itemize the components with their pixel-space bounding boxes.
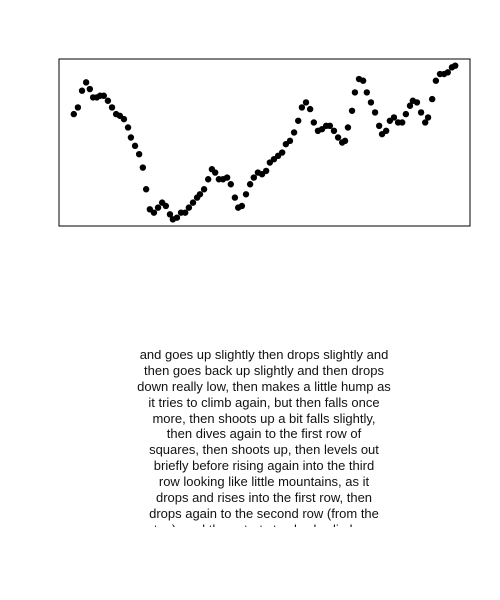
point — [363, 89, 371, 96]
point — [351, 89, 359, 96]
point — [262, 167, 270, 175]
caption-line: row looking like little mountains, as it — [158, 474, 370, 490]
point — [424, 114, 432, 121]
point — [127, 134, 135, 141]
plot-frame — [58, 58, 471, 227]
point — [108, 104, 116, 111]
caption-line: then goes back up slightly and then drop… — [144, 362, 384, 378]
caption-line: drops again to the second row (from the — [149, 505, 379, 521]
point — [326, 122, 334, 129]
point — [398, 119, 406, 126]
point — [231, 194, 239, 201]
point — [100, 92, 107, 99]
point — [189, 199, 197, 206]
point — [432, 77, 440, 84]
caption-line: top), and then starts to slowly climb as — [114, 522, 414, 527]
point — [70, 110, 77, 118]
point — [348, 107, 356, 114]
point — [341, 137, 349, 145]
caption-line: then dives again to the first row of — [166, 426, 362, 442]
point — [286, 137, 294, 145]
point — [166, 211, 174, 218]
point — [135, 150, 143, 158]
point — [150, 209, 158, 216]
point — [173, 214, 181, 221]
point — [367, 99, 375, 106]
point — [302, 99, 310, 106]
caption: and goes up slightly then drops slightly… — [114, 350, 414, 527]
point — [278, 149, 286, 156]
point — [162, 202, 170, 210]
point — [295, 117, 302, 124]
point — [428, 95, 436, 103]
point — [359, 77, 367, 84]
point — [86, 85, 94, 93]
caption-text: and goes up slightly then drops slightly… — [114, 350, 414, 527]
point — [371, 109, 379, 116]
point — [120, 115, 128, 123]
caption-line: squares, then shoots up, then levels out — [149, 442, 379, 458]
point — [154, 204, 162, 211]
point — [452, 62, 459, 69]
point — [82, 79, 90, 86]
point — [181, 209, 189, 216]
point — [334, 134, 342, 141]
caption-line: more, then shoots up a bit falls slightl… — [152, 410, 376, 426]
point — [406, 102, 414, 109]
point — [204, 176, 212, 183]
chart — [58, 58, 471, 227]
point — [104, 97, 112, 104]
point — [242, 191, 250, 198]
point — [223, 174, 231, 181]
point — [390, 114, 398, 121]
point — [185, 204, 193, 211]
point — [417, 109, 425, 116]
point — [246, 181, 254, 188]
point — [422, 119, 429, 126]
point — [444, 69, 452, 76]
point — [211, 169, 219, 176]
point — [330, 127, 338, 135]
point — [200, 186, 208, 193]
point — [196, 191, 204, 198]
point — [142, 186, 150, 193]
caption-line: it tries to climb again, but then falls … — [148, 394, 380, 410]
caption-line: down really low, then makes a little hum… — [137, 378, 391, 394]
point — [78, 87, 86, 94]
caption-line: briefly before rising again into the thi… — [153, 458, 375, 474]
point — [382, 127, 390, 135]
point — [74, 104, 82, 111]
point — [306, 105, 314, 113]
point — [139, 164, 147, 171]
point — [238, 202, 246, 210]
point — [310, 119, 318, 126]
point — [375, 122, 383, 129]
point — [131, 142, 139, 150]
caption-line: and goes up slightly then drops slightly… — [139, 350, 389, 362]
point — [227, 181, 234, 188]
point — [250, 174, 258, 181]
caption-line: drops and rises into the first row, then — [155, 490, 373, 506]
point — [298, 104, 306, 111]
point — [124, 124, 132, 131]
point — [344, 124, 352, 131]
point — [413, 99, 421, 106]
point — [402, 110, 410, 118]
point — [290, 129, 298, 136]
